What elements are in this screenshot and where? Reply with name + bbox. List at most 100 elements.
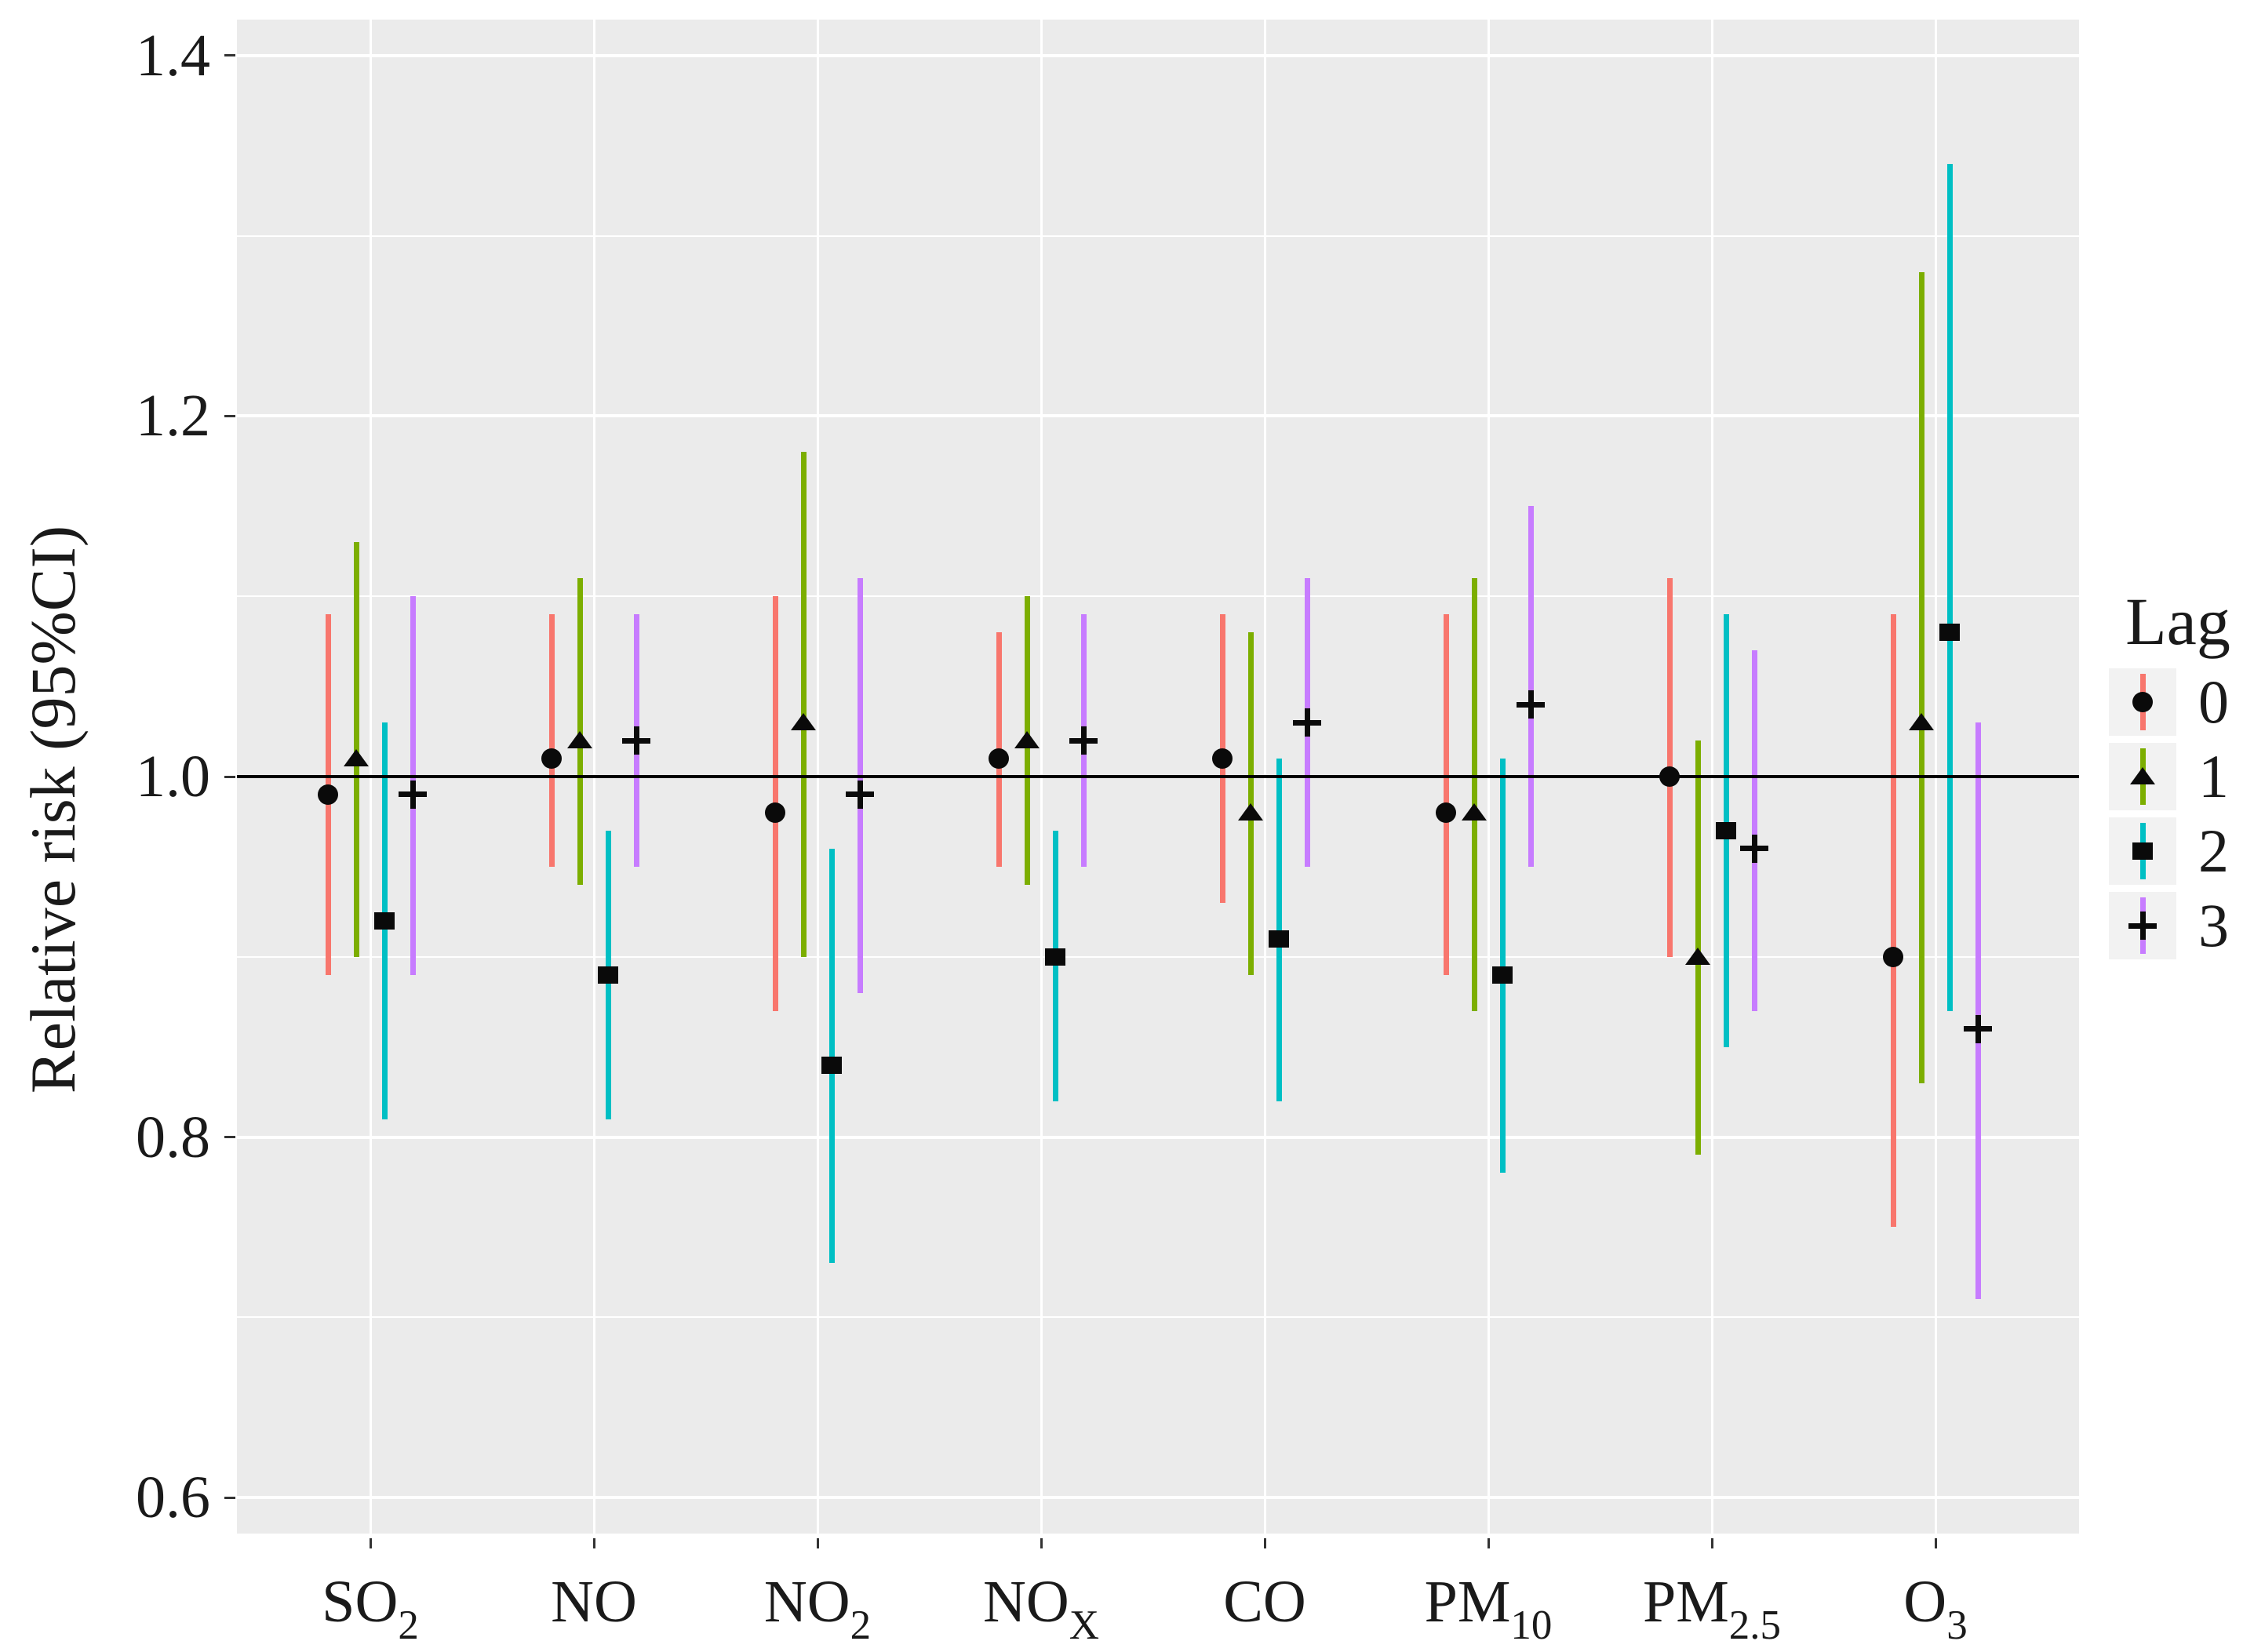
point-marker-plus [1293,708,1321,737]
major-gridline [237,1496,2079,1500]
x-tick-label: PM10 [1371,1569,1606,1652]
y-tick-mark [224,1496,235,1499]
point-marker-circle [1212,748,1233,770]
legend-key [2109,817,2176,885]
plus-vertical [410,780,416,809]
point-marker-plus [1517,690,1545,719]
point-marker-triangle [567,731,592,749]
point-marker-square [1939,624,1960,642]
point-marker-plus [1964,1014,1992,1043]
point-marker-circle [1883,946,1903,967]
y-tick-label: 1.4 [136,22,210,89]
x-tick-mark [1263,1538,1266,1548]
ci-bar-lag1 [1471,578,1477,1011]
x-tick-label-subscript: X [1069,1603,1100,1648]
x-tick-label-main: SO [322,1569,399,1635]
point-marker-triangle [344,749,369,767]
plus-vertical [1080,726,1087,755]
ci-bar-lag1 [1918,271,1924,1083]
plus-vertical [2139,912,2146,940]
y-tick-mark [224,54,235,57]
minor-gridline [237,595,2079,598]
plus-vertical [1751,834,1757,863]
ci-bar-lag1 [800,452,807,957]
ci-bar-lag3 [1975,722,1981,1300]
x-tick-label: SO2 [253,1569,488,1652]
ci-bar-lag0 [1890,614,1896,1228]
ci-bar-lag2 [1946,163,1953,1011]
point-marker-square [374,912,395,930]
legend-key [2109,892,2176,959]
x-tick-label-subscript: 10 [1510,1603,1553,1648]
point-marker-square [821,1056,842,1074]
y-tick-label: 1.2 [136,383,210,449]
legend-key [2109,743,2176,810]
major-gridline [237,1135,2079,1139]
x-tick-label-subscript: 2.5 [1728,1603,1782,1648]
point-marker-square [1716,821,1736,839]
point-marker-square [1269,930,1289,948]
legend-triangle-icon [2130,767,2155,784]
point-marker-circle [989,748,1009,770]
y-tick-label: 0.8 [136,1104,210,1170]
x-tick-mark [1710,1538,1713,1548]
x-tick-label-subscript: 2 [850,1603,872,1648]
y-tick-label: 1.0 [136,744,210,810]
legend-label: 3 [2198,891,2229,959]
point-marker-circle [541,748,562,770]
legend-plus-icon [2128,912,2157,940]
point-marker-triangle [1909,713,1934,731]
x-tick-label: NOX [923,1569,1159,1652]
x-tick-mark [816,1538,819,1548]
point-marker-triangle [1014,731,1040,749]
point-marker-triangle [1685,947,1710,965]
major-gridline [237,414,2079,418]
x-tick-mark [369,1538,372,1548]
legend-label: 0 [2198,668,2229,736]
x-tick-label-subscript: 2 [398,1603,419,1648]
legend-row: 3 [2109,892,2247,959]
legend-key [2109,668,2176,736]
x-tick-mark [592,1538,595,1548]
x-tick-label-main: NO [982,1569,1069,1635]
point-marker-square [1045,948,1065,966]
point-marker-circle [765,802,785,823]
legend-row: 2 [2109,817,2247,885]
y-tick-mark [224,775,235,778]
x-tick-label-main: PM [1642,1569,1729,1635]
x-tick-label-main: O [1903,1569,1947,1635]
ci-bar-lag3 [1528,506,1534,867]
legend-circle-icon [2132,692,2153,712]
point-marker-plus [1740,834,1768,863]
minor-gridline [237,235,2079,237]
major-gridline [237,53,2079,57]
legend-label: 1 [2198,742,2229,810]
x-tick-label: CO [1147,1569,1382,1635]
ci-bar-lag0 [1443,614,1449,975]
plot-panel [237,20,2079,1534]
ci-bar-lag0 [548,614,555,867]
ci-bar-lag2 [1499,759,1506,1174]
reference-line [237,775,2079,778]
plus-vertical [1304,708,1310,737]
plus-vertical [1975,1014,1981,1043]
y-tick-label: 0.6 [136,1465,210,1531]
plus-vertical [857,780,863,809]
point-marker-plus [1069,726,1098,755]
x-tick-mark [1934,1538,1937,1548]
point-marker-circle [1659,766,1680,787]
x-tick-label: O3 [1818,1569,2053,1652]
x-tick-mark [1040,1538,1043,1548]
minor-gridline [237,955,2079,958]
plus-vertical [633,726,639,755]
legend-title: Lag [2125,584,2230,659]
legend-row: 0 [2109,668,2247,736]
point-marker-plus [622,726,650,755]
x-tick-label-main: NO [551,1569,637,1635]
x-tick-label-main: NO [763,1569,850,1635]
point-marker-plus [846,780,874,809]
point-marker-triangle [1462,802,1487,821]
